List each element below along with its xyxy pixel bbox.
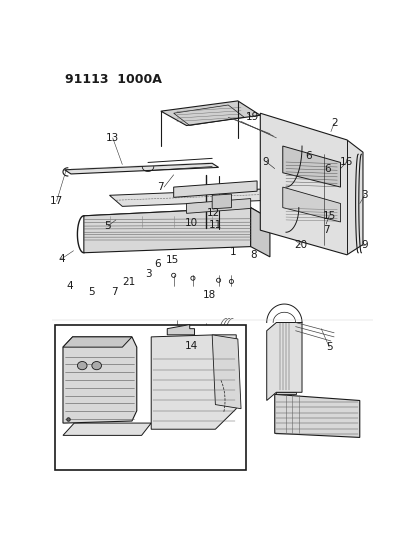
Polygon shape — [274, 394, 359, 438]
Text: 15: 15 — [165, 255, 178, 265]
Text: 20: 20 — [293, 239, 306, 249]
Ellipse shape — [77, 361, 87, 370]
Polygon shape — [250, 207, 269, 257]
Text: 91113  1000A: 91113 1000A — [64, 73, 161, 86]
Text: 5: 5 — [325, 342, 332, 352]
Text: 7: 7 — [322, 225, 329, 235]
Text: 3: 3 — [144, 269, 151, 279]
Text: 16: 16 — [339, 157, 353, 167]
Polygon shape — [167, 325, 194, 335]
Text: 4: 4 — [66, 280, 73, 290]
Text: 15: 15 — [322, 211, 335, 221]
Polygon shape — [161, 101, 260, 126]
Polygon shape — [64, 163, 218, 174]
Polygon shape — [109, 189, 269, 206]
Text: 8: 8 — [250, 250, 256, 260]
Ellipse shape — [232, 187, 236, 190]
Polygon shape — [83, 207, 269, 227]
Text: 2: 2 — [330, 118, 337, 128]
Text: 19: 19 — [245, 112, 258, 122]
Polygon shape — [63, 423, 151, 435]
Ellipse shape — [216, 187, 220, 191]
Text: 6: 6 — [323, 164, 330, 174]
Text: 9: 9 — [262, 157, 269, 167]
Text: 5: 5 — [88, 287, 95, 297]
Text: 21: 21 — [122, 277, 135, 287]
Polygon shape — [266, 322, 301, 400]
Text: 7: 7 — [111, 287, 117, 297]
Polygon shape — [276, 392, 295, 394]
Polygon shape — [186, 199, 250, 213]
Ellipse shape — [92, 361, 101, 370]
Polygon shape — [212, 194, 231, 209]
Polygon shape — [282, 187, 340, 222]
Text: 6: 6 — [154, 259, 161, 269]
Text: 13: 13 — [106, 133, 119, 143]
Text: 14: 14 — [184, 341, 197, 351]
Text: 7: 7 — [157, 182, 164, 192]
Bar — [55, 325, 245, 470]
Polygon shape — [212, 335, 240, 409]
Polygon shape — [173, 181, 256, 197]
Text: 9: 9 — [361, 239, 367, 249]
Text: 17: 17 — [50, 197, 63, 206]
Text: 6: 6 — [304, 151, 311, 161]
Polygon shape — [151, 335, 236, 429]
Text: 4: 4 — [58, 254, 64, 264]
Polygon shape — [83, 207, 250, 253]
Polygon shape — [63, 337, 132, 347]
Text: 5: 5 — [104, 221, 111, 231]
Polygon shape — [63, 337, 136, 423]
Text: 3: 3 — [361, 190, 367, 200]
Text: 1: 1 — [229, 247, 236, 256]
Polygon shape — [260, 113, 362, 255]
Text: 11: 11 — [208, 220, 221, 230]
Text: 10: 10 — [184, 218, 197, 228]
Polygon shape — [282, 146, 340, 187]
Text: 18: 18 — [202, 290, 215, 300]
Ellipse shape — [193, 189, 198, 192]
Text: 12: 12 — [206, 207, 220, 217]
